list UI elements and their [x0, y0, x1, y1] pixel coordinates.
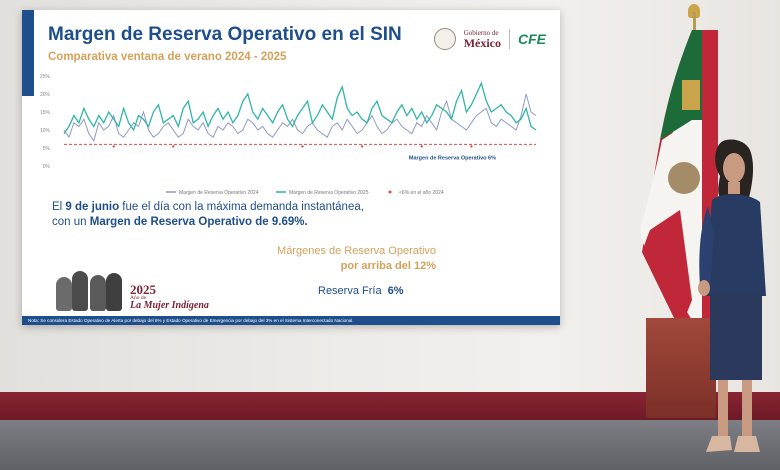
below-threshold-point — [420, 145, 423, 148]
floor — [0, 420, 780, 470]
gobierno-logo: Gobierno de México — [463, 28, 501, 50]
government-seal-icon — [433, 28, 456, 50]
flag-finial — [688, 4, 700, 18]
text1-date: 9 de junio — [65, 201, 120, 213]
legend-label: <6% en el año 2024 — [399, 190, 444, 196]
legend-label: Margen de Reserva Operativo 2024 — [179, 190, 259, 196]
below-threshold-point — [112, 145, 115, 148]
legend-swatch — [388, 190, 392, 194]
chart-svg: 25% 20% 15% 10% 5% 0% Margen de Reserva Operat… — [40, 74, 537, 196]
reserva-fria: Reserva Fría 6% — [318, 285, 403, 297]
y-tick-label: 5% — [43, 146, 51, 152]
cfe-logo: CFE — [518, 31, 546, 47]
threshold-label: Margen de Reserva Operativo 6% — [409, 155, 496, 161]
margins-line1: Márgenes de Reserva Operativo — [277, 245, 436, 257]
mujer-indigena-logo: 2025 Año de La Mujer Indígena — [56, 265, 209, 311]
gobierno-logo-top: Gobierno de — [463, 28, 499, 37]
text1-line2a: con un — [52, 216, 90, 228]
text1-line2b: Margen de Reserva Operativo de 9.69%. — [89, 216, 308, 228]
y-tick-label: 25% — [40, 74, 51, 80]
below-threshold-point — [172, 145, 175, 148]
below-threshold-point — [470, 145, 473, 148]
reserva-label: Reserva Fría — [318, 285, 382, 297]
logo-group: Gobierno de México CFE — [433, 28, 546, 50]
slide-subtitle: Comparativa ventana de verano 2024 - 202… — [48, 51, 287, 63]
text1-middle: fue el día con la máxima demanda instant… — [119, 201, 364, 213]
y-tick-label: 20% — [40, 92, 51, 98]
text1-prefix: El — [52, 201, 66, 213]
presentation-screen: Margen de Reserva Operativo en el SIN Co… — [22, 10, 560, 325]
mujer-big: La Mujer Indígena — [130, 300, 209, 311]
margins-callout: Márgenes de Reserva Operativo por arriba… — [236, 244, 436, 274]
max-demand-text: El 9 de junio fue el día con la máxima d… — [52, 200, 364, 230]
reserve-margin-chart: 25% 20% 15% 10% 5% 0% Margen de Reserva Operat… — [36, 68, 546, 208]
mexican-flag — [640, 30, 718, 320]
below-threshold-point — [301, 145, 304, 148]
mujer-year: 2025 — [130, 281, 156, 297]
y-tick-label: 10% — [40, 128, 51, 134]
title-accent-bar — [22, 10, 34, 96]
margins-line2: por arriba del 12% — [340, 260, 436, 272]
flag-stand — [646, 318, 716, 418]
slide-footnote: Nota: Se considera Estado Operativo de A… — [22, 316, 560, 325]
y-tick-label: 15% — [40, 110, 51, 116]
presenter-figure — [698, 139, 766, 452]
below-threshold-point — [360, 145, 364, 148]
mujer-small: Año de — [130, 294, 147, 301]
reserva-value: 6% — [387, 285, 404, 297]
series-line-0 — [63, 93, 537, 142]
logo-divider — [509, 29, 510, 49]
y-tick-label: 0% — [43, 164, 51, 170]
gobierno-logo-bottom: México — [463, 35, 501, 50]
women-illustration-icon — [56, 265, 124, 311]
slide-title: Margen de Reserva Operativo en el SIN — [48, 24, 402, 45]
legend-label: Margen de Reserva Operativo 2025 — [289, 190, 369, 196]
series-line-1 — [63, 81, 537, 134]
